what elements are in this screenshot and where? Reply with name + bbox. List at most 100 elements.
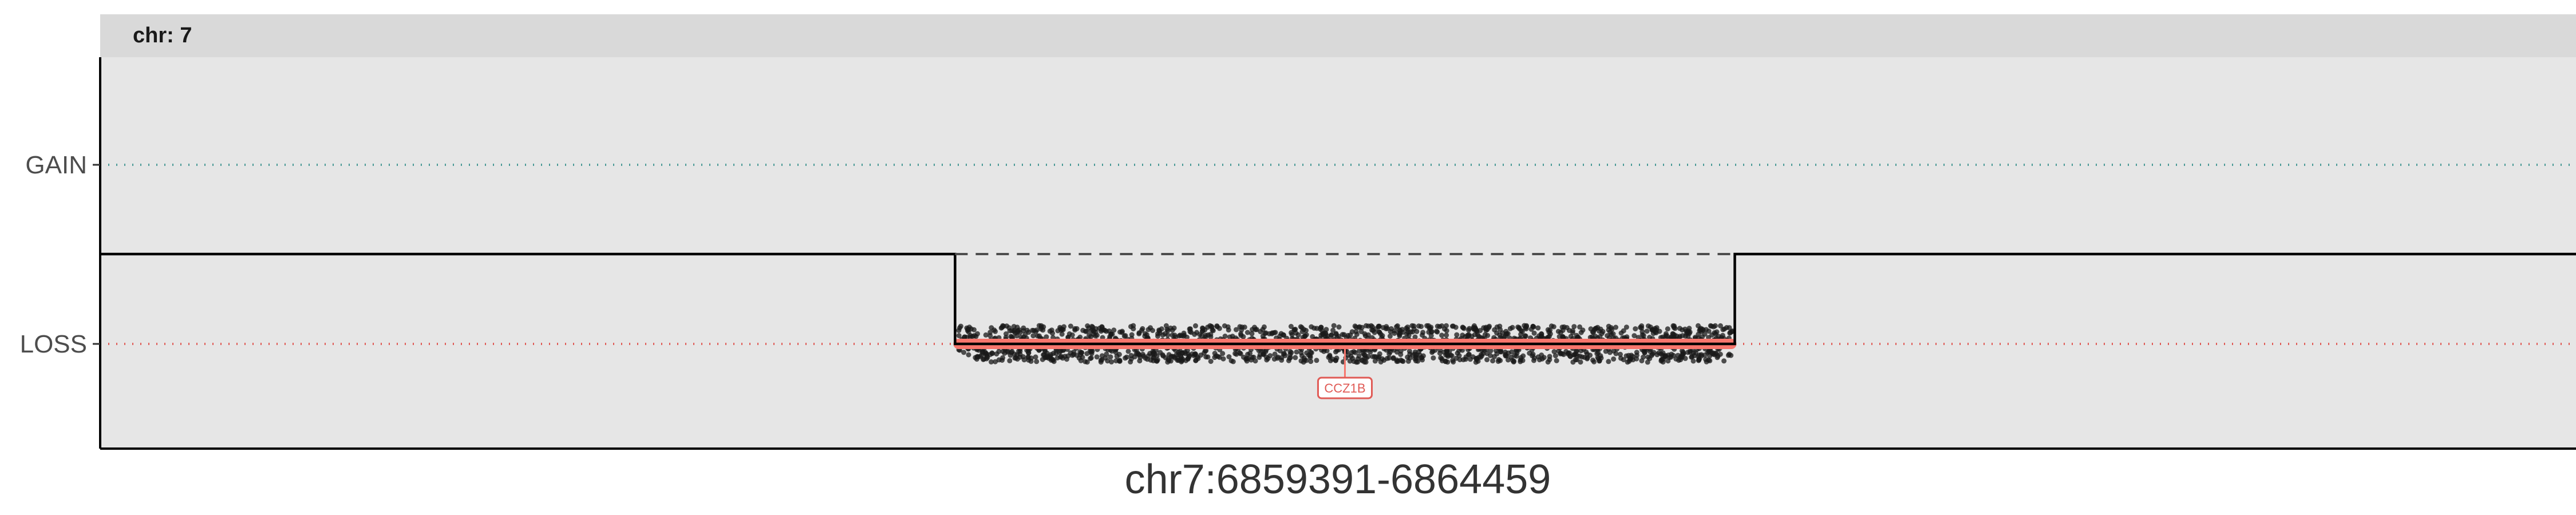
cnv-point — [1311, 326, 1317, 331]
cnv-point — [1007, 358, 1013, 363]
cnv-point — [1663, 331, 1669, 336]
cnv-point — [1277, 333, 1283, 339]
cnv-point — [1613, 324, 1619, 330]
cnv-point — [1547, 354, 1552, 359]
cnv-point — [1552, 353, 1558, 359]
cnv-point — [1522, 333, 1528, 339]
cnv-point — [1656, 350, 1662, 355]
cnv-point — [1362, 352, 1368, 358]
cnv-point — [1033, 354, 1038, 360]
cnv-point — [1488, 352, 1493, 358]
cnv-point — [1203, 354, 1209, 360]
cnv-point — [996, 357, 1002, 363]
cnv-point — [1057, 324, 1063, 330]
cnv-point — [1318, 324, 1324, 330]
cnv-point — [1518, 355, 1524, 360]
cnv-point — [1579, 354, 1585, 360]
cnv-point — [1698, 329, 1704, 334]
cnv-point — [1357, 348, 1362, 354]
cnv-point — [1294, 349, 1299, 355]
cnv-point — [1222, 334, 1228, 339]
cnv-point — [1377, 330, 1382, 335]
cnv-point — [1323, 327, 1329, 332]
cnv-point — [983, 332, 989, 338]
cnv-point — [1139, 327, 1144, 333]
cnv-point — [1560, 327, 1566, 333]
cnv-point — [1587, 352, 1593, 358]
cnv-point — [1098, 358, 1104, 363]
cnv-point — [1546, 329, 1552, 335]
cnv-point — [1054, 355, 1060, 360]
cnv-point — [1199, 328, 1205, 334]
cnv-point — [1038, 324, 1044, 330]
cnv-point — [1005, 349, 1010, 355]
cnv-point — [1696, 357, 1702, 363]
cnv-point — [1226, 327, 1231, 333]
cnv-point — [1282, 352, 1288, 358]
y-tick-label-loss: LOSS — [20, 330, 87, 358]
cnv-point — [1530, 353, 1535, 359]
cnv-point — [1598, 326, 1603, 332]
cnv-point — [1125, 348, 1131, 354]
cnv-point — [1593, 326, 1598, 331]
cnv-point — [1690, 358, 1696, 364]
cnv-point — [1330, 327, 1336, 333]
cnv-point — [1165, 356, 1171, 362]
cnv-point — [1180, 356, 1186, 362]
cnv-point — [1670, 323, 1676, 328]
cnv-point — [1183, 351, 1188, 356]
cnv-point — [1162, 331, 1168, 336]
cnv-point — [999, 324, 1005, 330]
cnv-point — [1261, 324, 1267, 330]
cnv-point — [1050, 330, 1056, 336]
cnv-point — [1466, 332, 1472, 338]
cnv-point — [1064, 356, 1069, 362]
cnv-point — [1011, 324, 1017, 330]
cnv-point — [1359, 324, 1365, 330]
cnv-point — [1352, 323, 1358, 329]
cnv-point — [1511, 358, 1517, 364]
cnv-point — [1078, 350, 1084, 355]
cnv-point — [1460, 357, 1466, 363]
cnv-point — [1327, 358, 1333, 363]
cnv-point — [1108, 354, 1113, 360]
cnv-point — [1026, 348, 1032, 353]
cnv-point — [1048, 356, 1054, 362]
cnv-point — [1399, 327, 1405, 332]
cnv-point — [1424, 323, 1429, 328]
cnv-point — [1084, 351, 1090, 356]
cnv-point — [1355, 356, 1361, 362]
cnv-point — [1195, 356, 1201, 362]
cnv-point — [1574, 357, 1580, 363]
cnv-point — [1068, 350, 1073, 356]
cnv-point — [1176, 358, 1182, 363]
cnv-point — [1639, 325, 1645, 331]
cnv-point — [1275, 355, 1280, 361]
cnv-point — [1244, 355, 1250, 361]
cnv-point — [1253, 358, 1258, 364]
cnv-point — [1017, 348, 1023, 354]
cnv-point — [1504, 331, 1510, 336]
cnv-point — [1605, 333, 1610, 339]
cnv-point — [1301, 327, 1307, 332]
cnv-point — [1091, 328, 1097, 334]
cnv-point — [1609, 332, 1614, 337]
cnv-point — [1686, 326, 1692, 331]
cnv-point — [1321, 348, 1327, 354]
cnv-point — [1587, 335, 1593, 340]
cnv-point — [1680, 327, 1685, 333]
cnv-point — [1536, 357, 1542, 363]
cnv-point — [1414, 328, 1420, 334]
cnv-point — [1644, 328, 1650, 334]
cnv-point — [1082, 328, 1088, 334]
cnv-point — [1657, 328, 1662, 334]
cnv-point — [1376, 324, 1381, 330]
cnv-point — [1072, 327, 1078, 333]
cnv-point — [1472, 325, 1478, 331]
cnv-point — [1365, 332, 1371, 338]
cnv-point — [1302, 357, 1307, 363]
cnv-point — [1554, 358, 1559, 363]
cnv-point — [1099, 353, 1105, 359]
cnv-point — [1689, 354, 1694, 359]
